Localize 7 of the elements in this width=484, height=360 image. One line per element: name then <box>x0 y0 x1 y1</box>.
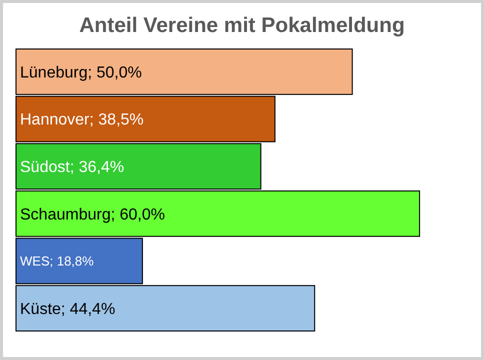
data-label: Hannover; 38,5% <box>20 112 144 129</box>
data-label: Lüneburg; 50,0% <box>20 64 142 82</box>
chart-title: Anteil Vereine mit Pokalmeldung <box>79 14 405 37</box>
data-label: Südost; 36,4% <box>20 158 124 176</box>
data-label: WES; 18,8% <box>20 254 94 269</box>
data-label: Schaumburg; 60,0% <box>20 206 165 224</box>
data-label: Küste; 44,4% <box>20 300 116 318</box>
